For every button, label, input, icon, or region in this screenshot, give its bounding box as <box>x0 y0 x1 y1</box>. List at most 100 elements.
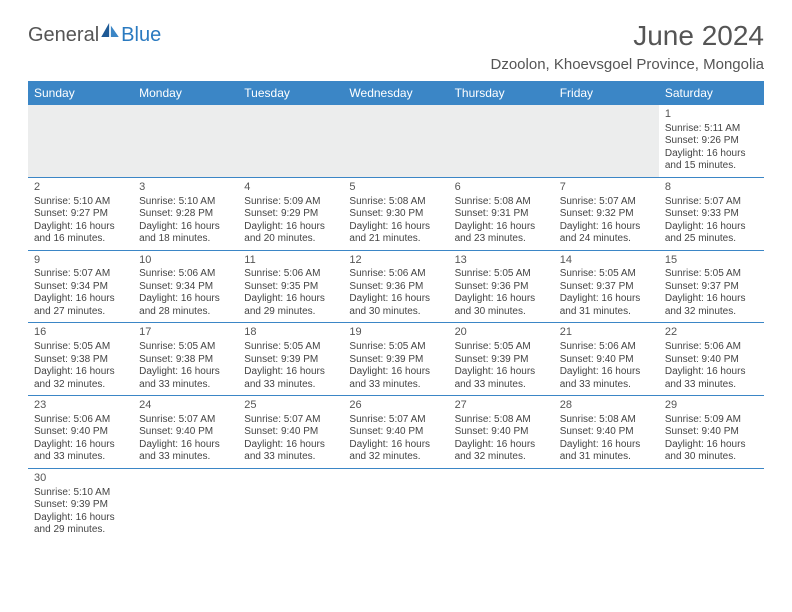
sunset-line: Sunset: 9:34 PM <box>139 281 232 294</box>
daylight-line: Daylight: 16 hours and 33 minutes. <box>34 439 127 464</box>
daylight-line: Daylight: 16 hours and 33 minutes. <box>349 366 442 391</box>
day-number: 14 <box>560 254 653 268</box>
sunrise-line: Sunrise: 5:07 AM <box>139 414 232 427</box>
logo-text-blue: Blue <box>121 24 161 47</box>
day-number: 8 <box>665 181 758 195</box>
sunset-line: Sunset: 9:33 PM <box>665 208 758 221</box>
day-number: 2 <box>34 181 127 195</box>
day-number: 13 <box>455 254 548 268</box>
day-number: 15 <box>665 254 758 268</box>
daylight-line: Daylight: 16 hours and 31 minutes. <box>560 293 653 318</box>
day-number: 28 <box>560 399 653 413</box>
day-number: 24 <box>139 399 232 413</box>
sunrise-line: Sunrise: 5:06 AM <box>34 414 127 427</box>
sunrise-line: Sunrise: 5:08 AM <box>455 414 548 427</box>
sunrise-line: Sunrise: 5:07 AM <box>560 196 653 209</box>
calendar-body: 1Sunrise: 5:11 AMSunset: 9:26 PMDaylight… <box>28 105 764 541</box>
sunrise-line: Sunrise: 5:05 AM <box>455 268 548 281</box>
calendar-week-row: 9Sunrise: 5:07 AMSunset: 9:34 PMDaylight… <box>28 250 764 323</box>
calendar-day-cell <box>343 468 448 540</box>
calendar-day-cell: 9Sunrise: 5:07 AMSunset: 9:34 PMDaylight… <box>28 250 133 323</box>
calendar-week-row: 16Sunrise: 5:05 AMSunset: 9:38 PMDayligh… <box>28 323 764 396</box>
calendar-day-cell: 7Sunrise: 5:07 AMSunset: 9:32 PMDaylight… <box>554 177 659 250</box>
location-subtitle: Dzoolon, Khoevsgoel Province, Mongolia <box>491 56 765 73</box>
sunrise-line: Sunrise: 5:08 AM <box>560 414 653 427</box>
calendar-day-cell: 22Sunrise: 5:06 AMSunset: 9:40 PMDayligh… <box>659 323 764 396</box>
day-number: 19 <box>349 326 442 340</box>
sunset-line: Sunset: 9:36 PM <box>455 281 548 294</box>
calendar-day-cell: 10Sunrise: 5:06 AMSunset: 9:34 PMDayligh… <box>133 250 238 323</box>
calendar-day-cell <box>133 105 238 177</box>
calendar-day-cell: 1Sunrise: 5:11 AMSunset: 9:26 PMDaylight… <box>659 105 764 177</box>
calendar-day-cell: 16Sunrise: 5:05 AMSunset: 9:38 PMDayligh… <box>28 323 133 396</box>
day-number: 30 <box>34 472 127 486</box>
sunrise-line: Sunrise: 5:05 AM <box>34 341 127 354</box>
sunrise-line: Sunrise: 5:10 AM <box>34 487 127 500</box>
daylight-line: Daylight: 16 hours and 33 minutes. <box>139 439 232 464</box>
calendar-day-cell <box>554 105 659 177</box>
sunrise-line: Sunrise: 5:05 AM <box>244 341 337 354</box>
calendar-day-cell <box>449 468 554 540</box>
sunset-line: Sunset: 9:38 PM <box>139 354 232 367</box>
sunrise-line: Sunrise: 5:06 AM <box>244 268 337 281</box>
calendar-day-cell: 26Sunrise: 5:07 AMSunset: 9:40 PMDayligh… <box>343 396 448 469</box>
day-number: 23 <box>34 399 127 413</box>
daylight-line: Daylight: 16 hours and 33 minutes. <box>560 366 653 391</box>
calendar-day-cell: 2Sunrise: 5:10 AMSunset: 9:27 PMDaylight… <box>28 177 133 250</box>
sunset-line: Sunset: 9:40 PM <box>349 426 442 439</box>
day-number: 29 <box>665 399 758 413</box>
sunrise-line: Sunrise: 5:06 AM <box>139 268 232 281</box>
sunset-line: Sunset: 9:36 PM <box>349 281 442 294</box>
calendar-day-cell: 4Sunrise: 5:09 AMSunset: 9:29 PMDaylight… <box>238 177 343 250</box>
calendar-day-cell <box>28 105 133 177</box>
daylight-line: Daylight: 16 hours and 32 minutes. <box>665 293 758 318</box>
calendar-day-cell: 29Sunrise: 5:09 AMSunset: 9:40 PMDayligh… <box>659 396 764 469</box>
calendar-day-cell <box>449 105 554 177</box>
sunrise-line: Sunrise: 5:11 AM <box>665 123 758 136</box>
calendar-day-cell <box>133 468 238 540</box>
calendar-day-cell: 17Sunrise: 5:05 AMSunset: 9:38 PMDayligh… <box>133 323 238 396</box>
sunset-line: Sunset: 9:40 PM <box>34 426 127 439</box>
calendar-day-cell <box>238 468 343 540</box>
calendar-week-row: 1Sunrise: 5:11 AMSunset: 9:26 PMDaylight… <box>28 105 764 177</box>
sunrise-line: Sunrise: 5:07 AM <box>665 196 758 209</box>
day-number: 25 <box>244 399 337 413</box>
sunset-line: Sunset: 9:30 PM <box>349 208 442 221</box>
daylight-line: Daylight: 16 hours and 30 minutes. <box>665 439 758 464</box>
sunset-line: Sunset: 9:35 PM <box>244 281 337 294</box>
sunset-line: Sunset: 9:31 PM <box>455 208 548 221</box>
calendar-day-cell: 8Sunrise: 5:07 AMSunset: 9:33 PMDaylight… <box>659 177 764 250</box>
title-block: June 2024 Dzoolon, Khoevsgoel Province, … <box>491 20 765 73</box>
daylight-line: Daylight: 16 hours and 32 minutes. <box>34 366 127 391</box>
calendar-table: Sunday Monday Tuesday Wednesday Thursday… <box>28 81 764 541</box>
daylight-line: Daylight: 16 hours and 28 minutes. <box>139 293 232 318</box>
calendar-day-cell: 15Sunrise: 5:05 AMSunset: 9:37 PMDayligh… <box>659 250 764 323</box>
sunrise-line: Sunrise: 5:07 AM <box>349 414 442 427</box>
calendar-day-cell: 5Sunrise: 5:08 AMSunset: 9:30 PMDaylight… <box>343 177 448 250</box>
daylight-line: Daylight: 16 hours and 16 minutes. <box>34 221 127 246</box>
calendar-day-cell: 24Sunrise: 5:07 AMSunset: 9:40 PMDayligh… <box>133 396 238 469</box>
calendar-week-row: 23Sunrise: 5:06 AMSunset: 9:40 PMDayligh… <box>28 396 764 469</box>
daylight-line: Daylight: 16 hours and 30 minutes. <box>349 293 442 318</box>
calendar-day-cell: 20Sunrise: 5:05 AMSunset: 9:39 PMDayligh… <box>449 323 554 396</box>
month-title: June 2024 <box>491 20 765 52</box>
weekday-header: Wednesday <box>343 81 448 105</box>
day-number: 20 <box>455 326 548 340</box>
sunset-line: Sunset: 9:37 PM <box>560 281 653 294</box>
daylight-line: Daylight: 16 hours and 21 minutes. <box>349 221 442 246</box>
sunrise-line: Sunrise: 5:05 AM <box>349 341 442 354</box>
daylight-line: Daylight: 16 hours and 25 minutes. <box>665 221 758 246</box>
sunrise-line: Sunrise: 5:07 AM <box>34 268 127 281</box>
sunrise-line: Sunrise: 5:10 AM <box>139 196 232 209</box>
sunrise-line: Sunrise: 5:09 AM <box>244 196 337 209</box>
sunrise-line: Sunrise: 5:08 AM <box>349 196 442 209</box>
calendar-day-cell: 3Sunrise: 5:10 AMSunset: 9:28 PMDaylight… <box>133 177 238 250</box>
calendar-day-cell: 18Sunrise: 5:05 AMSunset: 9:39 PMDayligh… <box>238 323 343 396</box>
calendar-day-cell: 21Sunrise: 5:06 AMSunset: 9:40 PMDayligh… <box>554 323 659 396</box>
day-number: 5 <box>349 181 442 195</box>
day-number: 18 <box>244 326 337 340</box>
sunrise-line: Sunrise: 5:05 AM <box>455 341 548 354</box>
calendar-week-row: 2Sunrise: 5:10 AMSunset: 9:27 PMDaylight… <box>28 177 764 250</box>
day-number: 1 <box>665 108 758 122</box>
day-number: 9 <box>34 254 127 268</box>
